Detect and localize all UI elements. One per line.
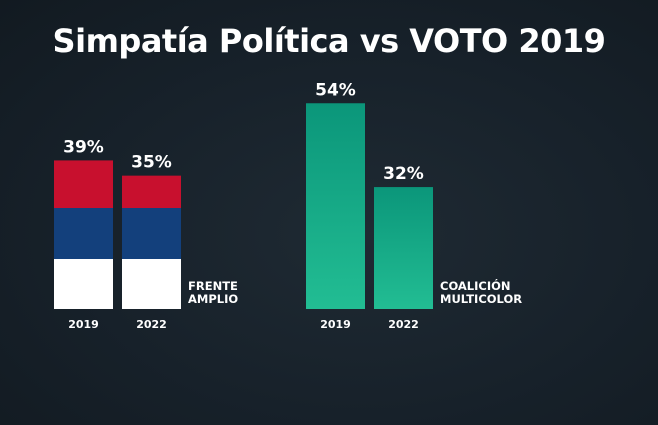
bar: [374, 187, 433, 309]
bar-segment-red: [122, 175, 181, 208]
bar-segment-red: [54, 160, 113, 208]
year-label: 2022: [136, 318, 167, 331]
year-label: 2022: [388, 318, 419, 331]
group-label: MULTICOLOR: [440, 292, 522, 306]
value-label: 54%: [315, 80, 356, 100]
group-label: COALICIÓN: [440, 278, 511, 293]
chart-title: Simpatía Política vs VOTO 2019: [52, 22, 606, 60]
year-label: 2019: [68, 318, 99, 331]
group-label: AMPLIO: [188, 292, 238, 306]
value-label: 32%: [383, 164, 424, 184]
bar: [306, 103, 365, 309]
bar-segment-blue: [54, 208, 113, 259]
bar-segment-blue: [122, 208, 181, 259]
value-label: 35%: [131, 153, 172, 173]
bar-segment-white: [54, 259, 113, 309]
bar-segment-white: [122, 259, 181, 309]
group-label: FRENTE: [188, 279, 238, 293]
year-label: 2019: [320, 318, 351, 331]
value-label: 39%: [63, 137, 104, 157]
